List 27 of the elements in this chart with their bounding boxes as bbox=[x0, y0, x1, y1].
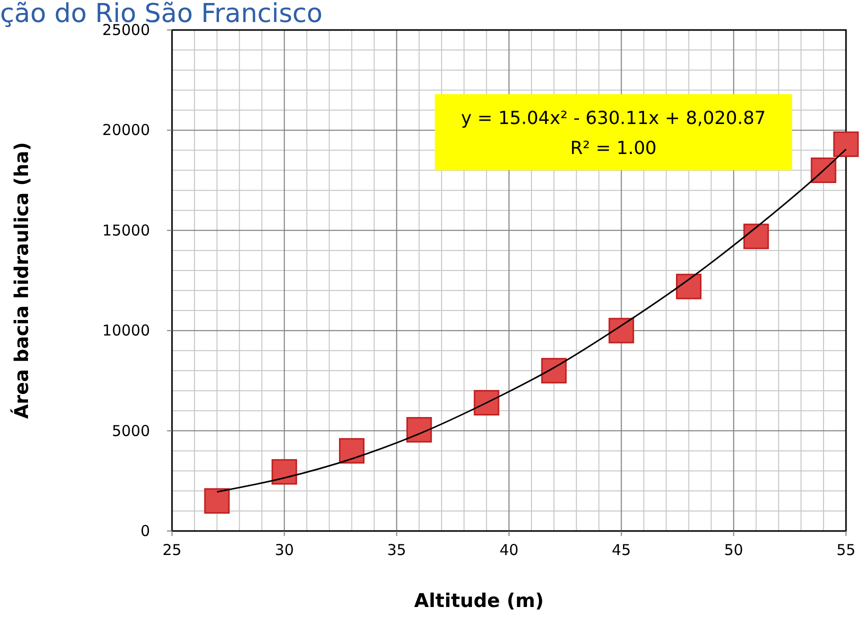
x-tick-label: 35 bbox=[387, 541, 406, 559]
x-axis-title: Altitude (m) bbox=[414, 590, 544, 612]
x-tick-label: 55 bbox=[836, 541, 856, 559]
y-tick-label: 5000 bbox=[112, 422, 150, 440]
x-tick-label: 40 bbox=[499, 541, 519, 559]
point bbox=[474, 390, 500, 416]
annotation: R² = 1.00 bbox=[570, 138, 657, 160]
point bbox=[406, 417, 432, 443]
y-tick-label: 20000 bbox=[102, 121, 150, 140]
point bbox=[272, 459, 298, 485]
y-tick-label: 0 bbox=[140, 522, 150, 540]
y-tick-label: 10000 bbox=[102, 322, 150, 340]
annotation: y = 15.04x² - 630.11x + 8,020.87 bbox=[461, 108, 766, 130]
point bbox=[810, 158, 836, 184]
point bbox=[608, 318, 634, 344]
point bbox=[676, 274, 702, 300]
x-tick-label: 45 bbox=[612, 541, 631, 559]
x-tick-label: 25 bbox=[162, 541, 182, 559]
point bbox=[541, 358, 567, 384]
x-tick-label: 50 bbox=[724, 541, 744, 559]
point bbox=[743, 224, 769, 250]
y-axis-title: Área bacia hidraulica (ha) bbox=[10, 142, 33, 419]
y-tick-label: 15000 bbox=[102, 221, 150, 240]
point bbox=[338, 438, 364, 464]
point bbox=[833, 131, 859, 157]
x-tick-label: 30 bbox=[274, 541, 294, 559]
point bbox=[204, 488, 230, 514]
